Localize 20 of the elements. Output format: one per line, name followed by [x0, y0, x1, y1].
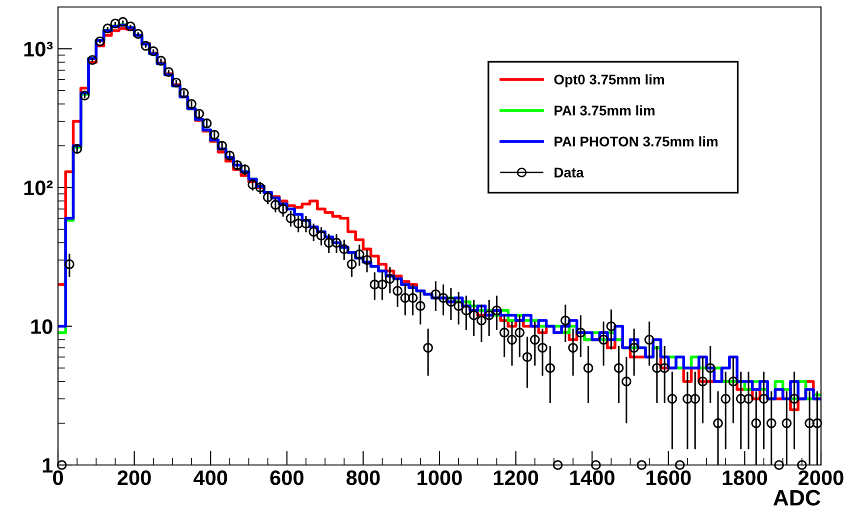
- x-tick-label: 2000: [798, 470, 844, 486]
- legend-label: PAI PHOTON 3.75mm lim: [554, 136, 718, 146]
- x-axis-title: ADC: [773, 490, 820, 506]
- x-tick-label: 1200: [494, 470, 538, 486]
- y-tick-label: 1: [42, 458, 53, 473]
- x-tick-label: 1800: [722, 470, 768, 486]
- legend-label: PAI 3.75mm lim: [554, 105, 654, 116]
- x-tick-label: 1400: [570, 470, 614, 486]
- x-tick-label: 1600: [646, 470, 691, 486]
- y-tick-label: 10³: [24, 42, 53, 57]
- x-tick-label: 200: [118, 470, 151, 486]
- y-tick-label: 10²: [24, 180, 53, 196]
- y-tick-label: 10: [31, 319, 52, 334]
- x-tick-label: 1000: [418, 470, 462, 486]
- x-tick-label: 400: [194, 470, 228, 486]
- legend-label: Data: [554, 168, 584, 178]
- legend-label: Opt0 3.75mm lim: [554, 74, 664, 88]
- x-tick-label: 800: [346, 470, 380, 486]
- x-tick-label: 0: [53, 470, 63, 486]
- x-tick-label: 600: [270, 470, 304, 486]
